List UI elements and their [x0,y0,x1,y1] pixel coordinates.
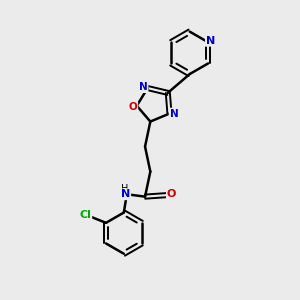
Text: N: N [121,189,130,199]
Text: Cl: Cl [80,210,91,220]
Text: N: N [169,109,178,118]
Text: N: N [206,36,215,46]
Text: O: O [129,102,137,112]
Text: N: N [139,82,148,92]
Text: H: H [121,184,128,194]
Text: O: O [167,189,176,199]
